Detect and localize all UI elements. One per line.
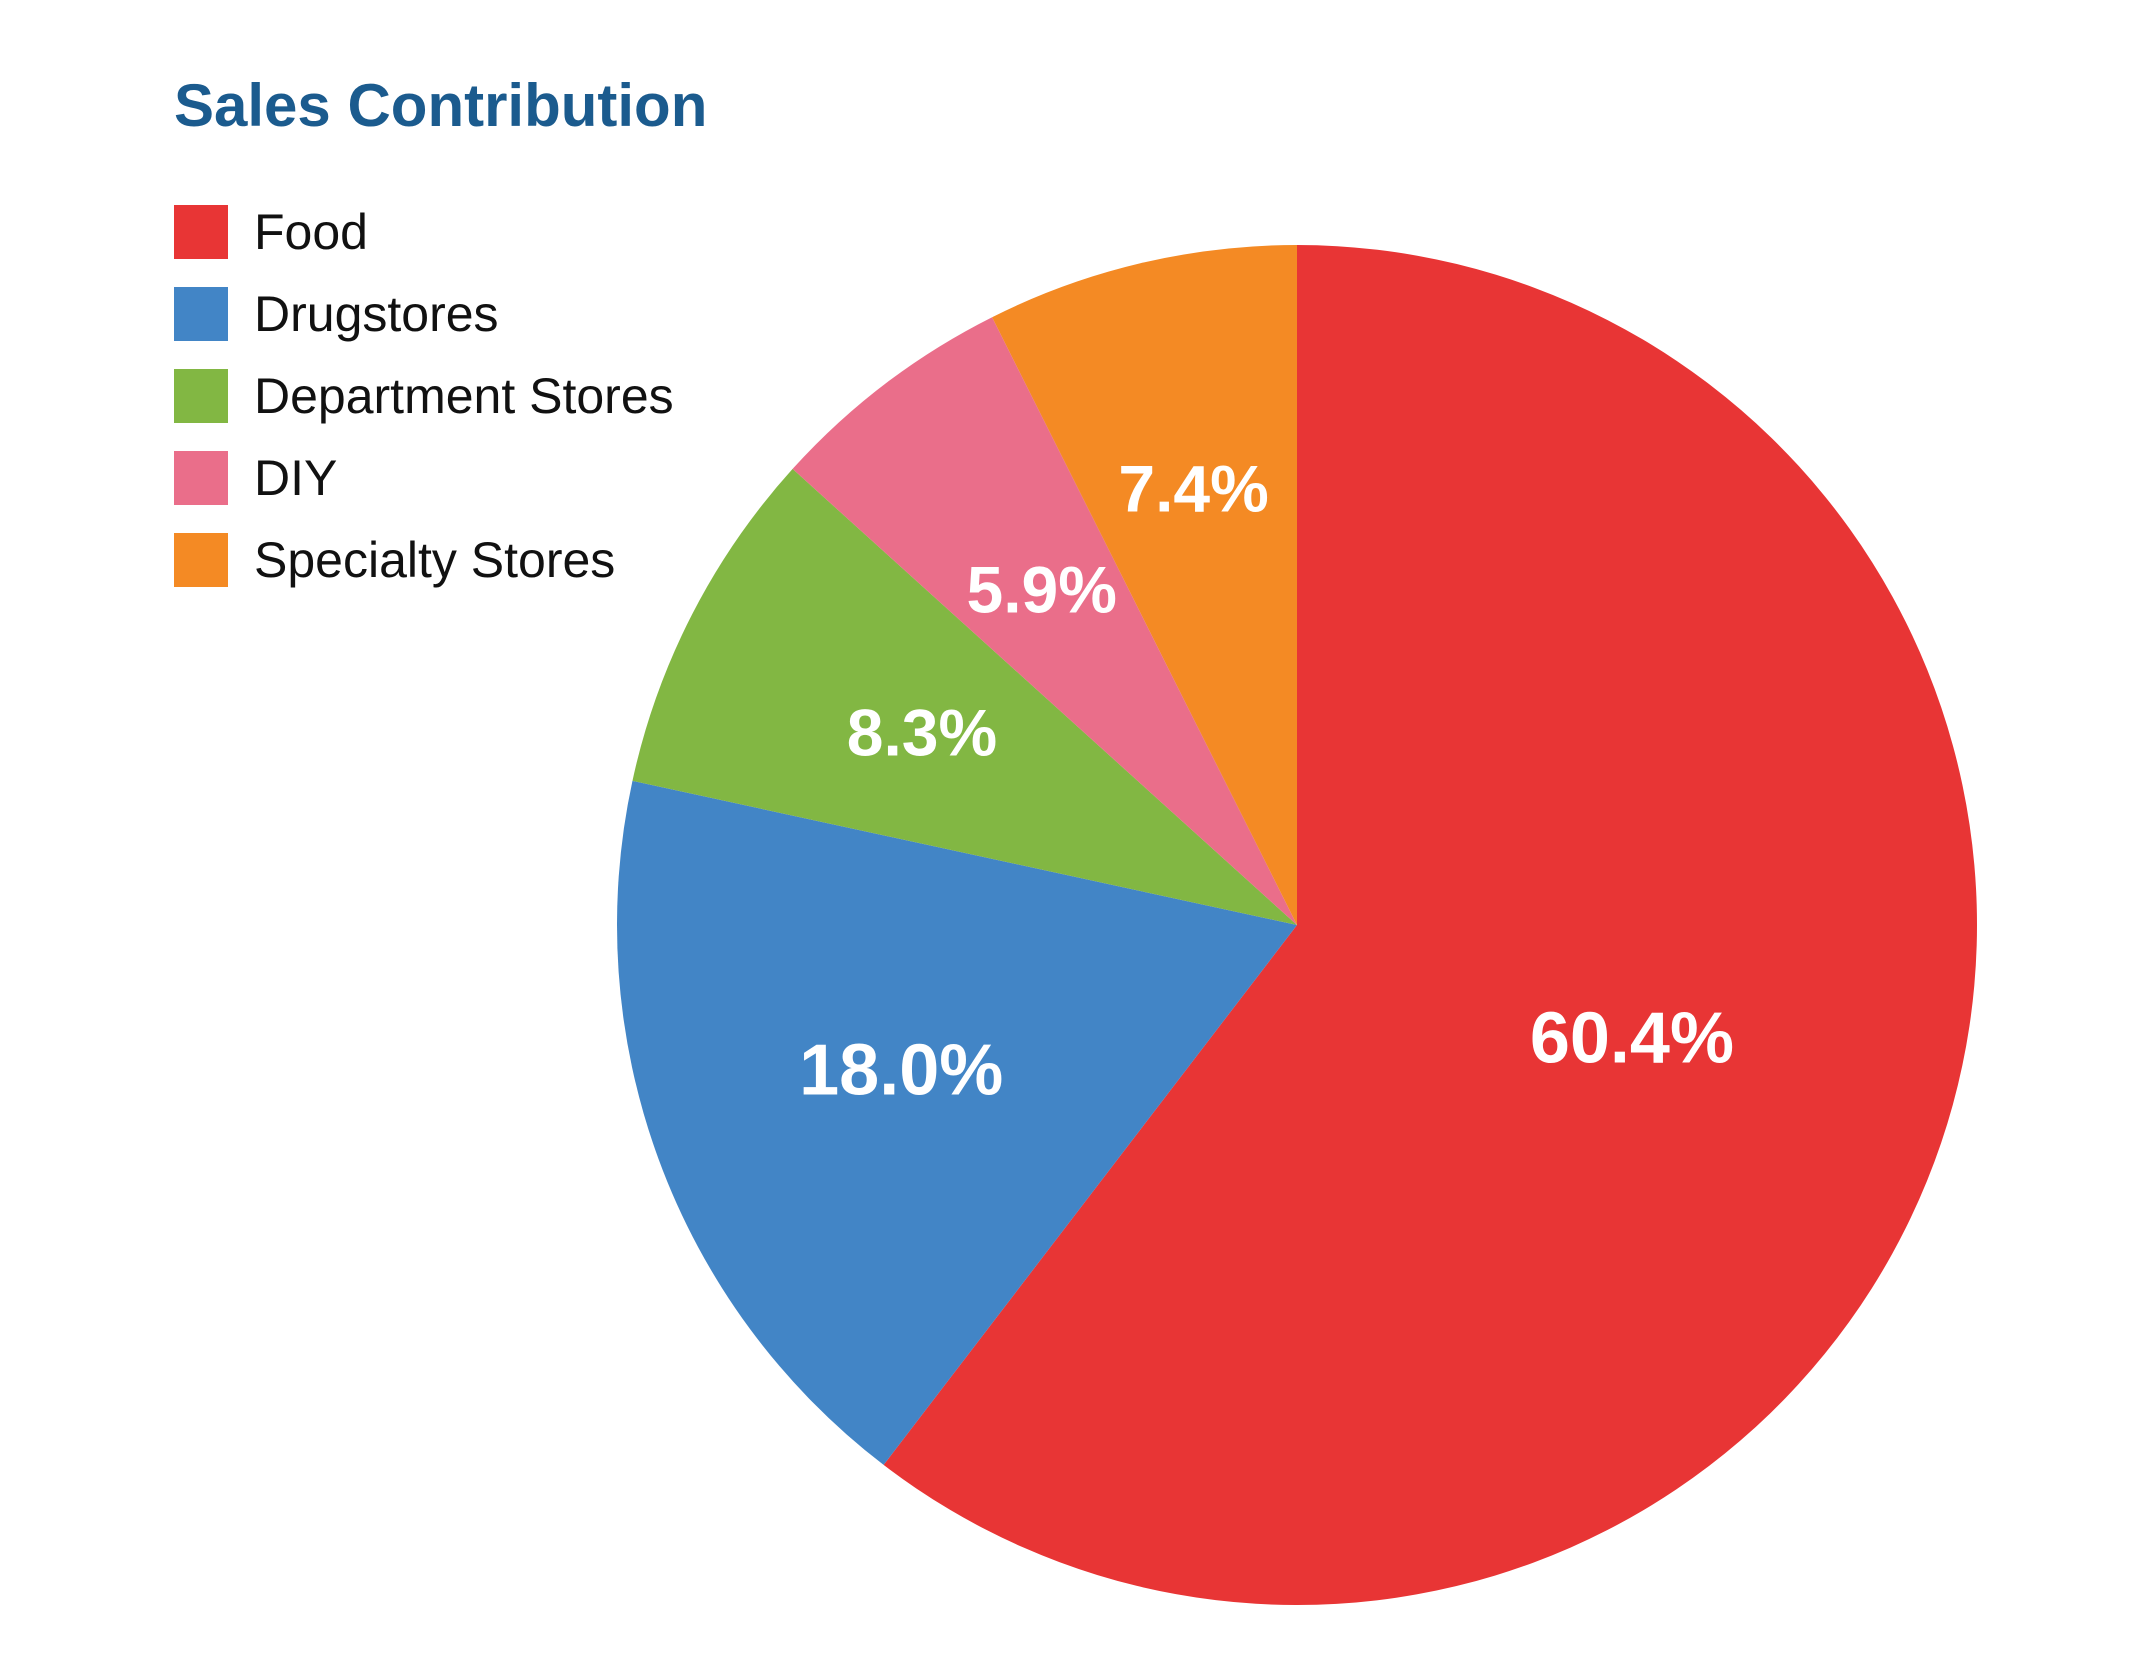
slice-label-diy: 5.9% — [967, 552, 1117, 626]
pie-slice-department-stores — [632, 468, 1297, 925]
legend-swatch-specialty-stores — [174, 533, 228, 587]
pie-slice-food — [883, 245, 1978, 1605]
legend-label-department-stores: Department Stores — [254, 368, 674, 424]
legend-swatch-drugstores — [174, 287, 228, 341]
slice-label-drugstores: 18.0% — [799, 1030, 1003, 1110]
legend-label-specialty-stores: Specialty Stores — [254, 532, 616, 588]
slice-label-department-stores: 8.3% — [847, 695, 997, 769]
legend-label-food: Food — [254, 204, 368, 260]
legend-swatch-department-stores — [174, 369, 228, 423]
legend-swatch-diy — [174, 451, 228, 505]
chart-title: Sales Contribution — [174, 72, 708, 139]
slice-label-specialty-stores: 7.4% — [1118, 451, 1268, 525]
legend-swatch-food — [174, 205, 228, 259]
legend-label-diy: DIY — [254, 450, 338, 506]
legend-label-drugstores: Drugstores — [254, 286, 499, 342]
pie-slice-specialty-stores — [992, 245, 1297, 925]
pie-slice-drugstores — [617, 780, 1297, 1465]
slice-label-food: 60.4% — [1530, 998, 1734, 1078]
pie-slice-diy — [792, 317, 1297, 925]
